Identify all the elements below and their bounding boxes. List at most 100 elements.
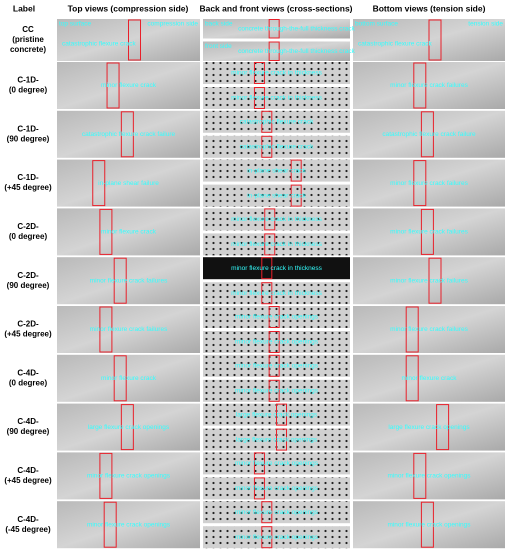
highlight-box xyxy=(264,233,276,256)
annotation: large flexure crack openings xyxy=(236,411,318,418)
annotation: top surface xyxy=(59,21,92,28)
highlight-box xyxy=(113,257,127,304)
highlight-box xyxy=(128,19,141,61)
highlight-box xyxy=(99,208,113,255)
annotation: catastrophic flexure crack xyxy=(240,119,314,126)
annotation: minor flexure crack openings xyxy=(387,473,471,480)
annotation: minor flexure crack failures xyxy=(390,277,468,284)
highlight-box xyxy=(290,184,302,207)
highlight-box xyxy=(92,160,106,207)
specimen-photo xyxy=(57,403,200,451)
row-label: (0 degree) xyxy=(9,378,48,387)
highlight-box xyxy=(120,111,134,158)
cross-section-photo xyxy=(203,477,350,500)
row-label: (pristine xyxy=(12,35,44,44)
row-label: C-4D- xyxy=(17,417,39,426)
highlight-box xyxy=(268,379,280,402)
cross-section-photo xyxy=(203,41,350,61)
specimen-photo xyxy=(353,62,505,109)
annotation: catastrophic flexure crack failure xyxy=(82,131,176,138)
annotation: large flexure crack openings xyxy=(388,424,470,431)
row-label: C-4D- xyxy=(17,515,39,524)
highlight-box xyxy=(268,19,280,39)
highlight-box xyxy=(120,404,134,451)
annotation: minor flexure crack openings xyxy=(235,314,319,321)
cross-section-photo xyxy=(203,19,350,39)
highlight-box xyxy=(268,306,280,328)
highlight-box xyxy=(413,160,427,207)
row-label: C-4D- xyxy=(17,466,39,475)
specimen-photo xyxy=(57,110,200,158)
annotation: catastrophic flexure crack xyxy=(240,144,314,151)
highlight-box xyxy=(413,452,427,499)
highlight-box xyxy=(428,257,442,304)
highlight-box xyxy=(103,501,117,548)
highlight-box xyxy=(99,306,113,353)
highlight-box xyxy=(268,354,280,377)
annotation: minor flexure crack openings xyxy=(235,388,319,395)
highlight-box xyxy=(106,62,120,109)
cross-section-photo xyxy=(203,159,350,182)
highlight-box xyxy=(261,282,273,305)
header-label: Label xyxy=(13,3,35,13)
highlight-box xyxy=(261,257,273,280)
annotation: minor flexure crack openings xyxy=(387,521,471,528)
annotation: tension side xyxy=(468,21,503,28)
specimen-photo xyxy=(57,306,200,353)
row-label: (90 degree) xyxy=(7,427,50,436)
row-label: C-1D- xyxy=(17,173,39,182)
specimen-photo xyxy=(353,110,505,158)
row-label: C-4D- xyxy=(17,368,39,377)
highlight-box xyxy=(253,87,265,109)
annotation: front side xyxy=(205,43,232,50)
annotation: minor flexure crack openings xyxy=(235,460,319,467)
row-label: (90 degree) xyxy=(7,134,50,143)
highlight-box xyxy=(253,62,265,84)
cross-section-photo xyxy=(203,87,350,109)
header-column: Bottom views (tension side) xyxy=(373,3,486,13)
annotation: catastrophic flexure crack failure xyxy=(382,131,476,138)
highlight-box xyxy=(428,19,442,61)
row-label: (0 degree) xyxy=(9,232,48,241)
cross-section-photo xyxy=(203,526,350,549)
annotation: minor flexure crack failures xyxy=(390,229,468,236)
specimen-photo xyxy=(57,354,200,402)
header-column: Top views (compression side) xyxy=(68,3,189,13)
cross-section-photo xyxy=(203,306,350,328)
highlight-box xyxy=(261,110,273,133)
specimen-photo xyxy=(57,208,200,256)
annotation: minor flexure crack openings xyxy=(235,363,319,370)
row-label: C-2D- xyxy=(17,271,39,280)
annotation: minor flexure crack in thickness xyxy=(231,95,322,102)
specimen-photo xyxy=(353,208,505,256)
annotation: catastrophic flexure crack xyxy=(62,41,136,48)
specimen-photo xyxy=(353,403,505,451)
highlight-box xyxy=(261,135,273,158)
specimen-photo xyxy=(353,306,505,353)
cross-section-photo xyxy=(203,331,350,353)
annotation: minor flexure crack openings xyxy=(87,473,171,480)
annotation: catastrophic flexure crack xyxy=(358,41,432,48)
specimen-photo xyxy=(57,62,200,109)
cross-section-photo xyxy=(203,208,350,231)
annotation: back side xyxy=(205,21,233,28)
row-label: (+45 degree) xyxy=(4,476,52,485)
annotation: minor flexure crack xyxy=(101,375,157,382)
annotation: minor flexure crack in thickness xyxy=(231,70,322,77)
row-label: CC xyxy=(22,25,34,34)
highlight-box xyxy=(261,501,273,524)
cross-section-photo xyxy=(203,233,350,256)
highlight-box xyxy=(268,331,280,353)
annotation: minor flexure crack failures xyxy=(390,326,468,333)
highlight-box xyxy=(113,355,127,402)
annotation: large flexure crack openings xyxy=(88,424,170,431)
specimen-photo xyxy=(57,501,200,549)
cross-section-photo xyxy=(203,184,350,207)
annotation: minor flexure crack openings xyxy=(235,509,319,516)
highlight-box xyxy=(268,41,280,61)
annotation: minor flexure crack failures xyxy=(390,180,468,187)
row-label: (+45 degree) xyxy=(4,330,52,339)
annotation: in-plane shear failure xyxy=(98,180,159,187)
highlight-box xyxy=(253,477,265,500)
annotation: concrete through-the-full thickness crac… xyxy=(238,48,355,55)
